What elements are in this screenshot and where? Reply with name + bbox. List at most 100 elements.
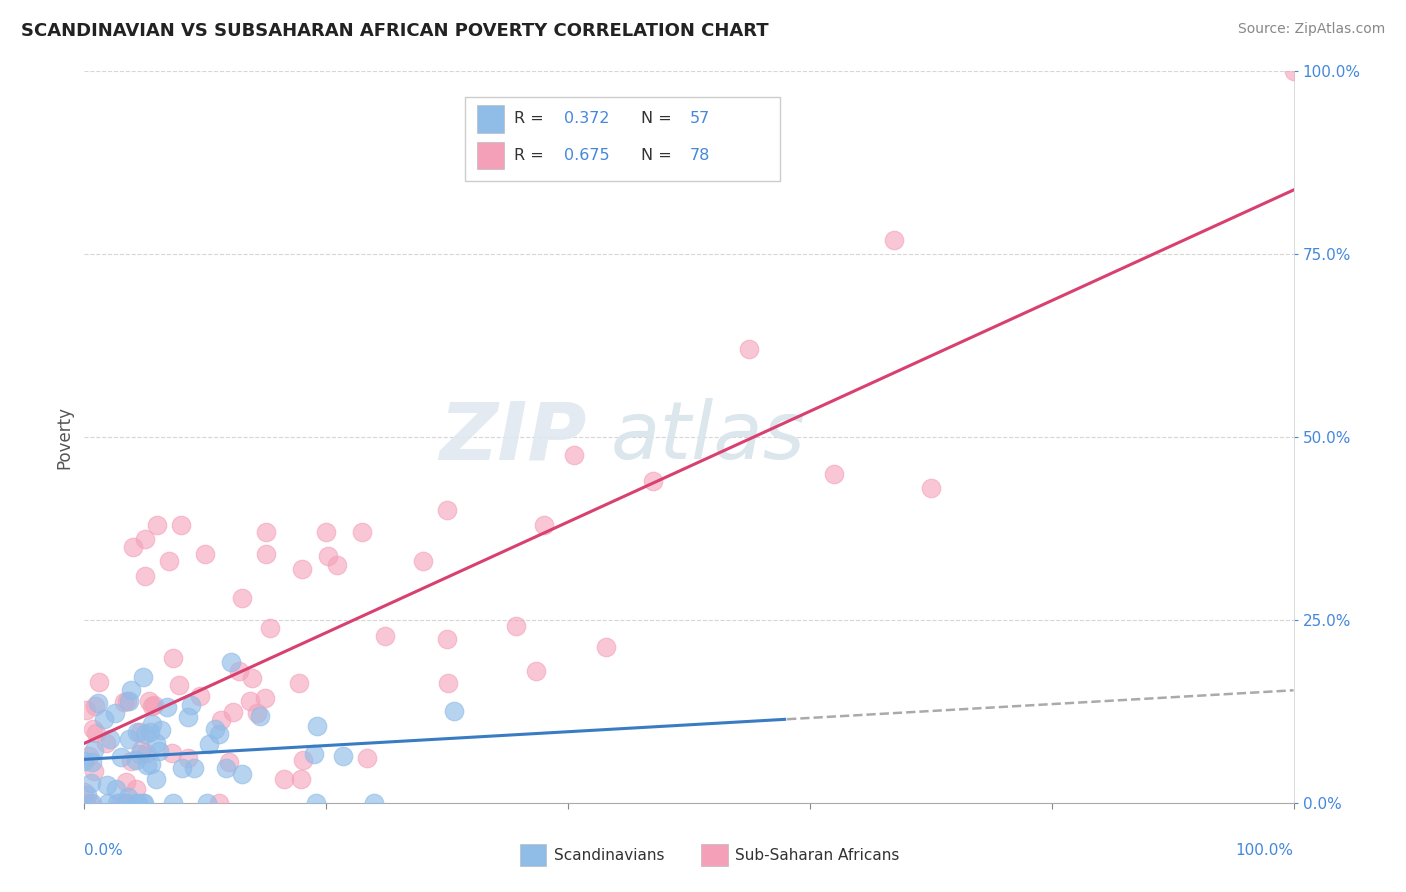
FancyBboxPatch shape: [702, 845, 728, 866]
Point: [249, 709, 271, 723]
Point: [104, 706, 127, 721]
Text: 0.372: 0.372: [564, 112, 610, 127]
Point: [80, 776, 103, 790]
Point: [595, 640, 617, 655]
Point: [141, 717, 163, 731]
Point: [125, 781, 148, 796]
Point: [120, 683, 142, 698]
Point: [108, 796, 131, 810]
Point: [121, 540, 143, 554]
Point: [129, 725, 152, 739]
Point: [242, 671, 264, 685]
Point: [73, 785, 96, 799]
Point: [231, 591, 253, 605]
Point: [356, 751, 378, 765]
Point: [73, 755, 96, 769]
Point: [135, 746, 157, 760]
Point: [231, 766, 253, 780]
Point: [443, 704, 465, 718]
Point: [436, 503, 458, 517]
Point: [177, 709, 200, 723]
Point: [374, 629, 396, 643]
Point: [738, 343, 761, 357]
Point: [228, 665, 250, 679]
Point: [118, 694, 141, 708]
Point: [112, 695, 135, 709]
Point: [150, 723, 173, 737]
Point: [94, 736, 117, 750]
Point: [76, 789, 98, 803]
Text: ZIP: ZIP: [439, 398, 586, 476]
Point: [125, 796, 148, 810]
Point: [146, 517, 169, 532]
Point: [239, 694, 262, 708]
Point: [117, 796, 139, 810]
Point: [114, 796, 136, 810]
Point: [315, 525, 337, 540]
Point: [136, 758, 159, 772]
Point: [105, 796, 128, 810]
Point: [125, 753, 148, 767]
Point: [194, 547, 217, 561]
Point: [325, 558, 347, 572]
Point: [132, 796, 155, 810]
Point: [117, 789, 139, 804]
Point: [254, 525, 277, 540]
Point: [80, 796, 103, 810]
Point: [254, 547, 277, 561]
Point: [160, 746, 183, 760]
Point: [138, 694, 160, 708]
Point: [145, 772, 167, 786]
Text: 0.0%: 0.0%: [84, 843, 124, 858]
Point: [93, 712, 115, 726]
Point: [215, 761, 238, 775]
Point: [98, 731, 121, 746]
Point: [305, 796, 328, 810]
Point: [436, 632, 458, 647]
Point: [641, 474, 664, 488]
Point: [316, 549, 339, 563]
Point: [157, 554, 180, 568]
Point: [131, 670, 153, 684]
Point: [170, 761, 193, 775]
Point: [162, 796, 184, 810]
Text: R =: R =: [513, 148, 548, 163]
Point: [141, 698, 163, 713]
Text: 100.0%: 100.0%: [1236, 843, 1294, 858]
Point: [141, 756, 163, 771]
FancyBboxPatch shape: [465, 97, 780, 181]
Text: SCANDINAVIAN VS SUBSAHARAN AFRICAN POVERTY CORRELATION CHART: SCANDINAVIAN VS SUBSAHARAN AFRICAN POVER…: [21, 22, 769, 40]
Point: [82, 722, 104, 736]
Text: Sub-Saharan Africans: Sub-Saharan Africans: [735, 848, 900, 863]
Point: [129, 743, 152, 757]
Point: [75, 703, 97, 717]
Point: [96, 778, 118, 792]
Point: [115, 796, 138, 810]
Point: [167, 677, 190, 691]
Text: N =: N =: [641, 148, 676, 163]
Point: [127, 796, 149, 810]
Point: [114, 774, 136, 789]
Point: [197, 737, 219, 751]
Point: [533, 517, 555, 532]
Point: [97, 796, 120, 810]
Text: Source: ZipAtlas.com: Source: ZipAtlas.com: [1237, 22, 1385, 37]
Point: [80, 756, 103, 770]
Point: [273, 772, 295, 787]
Point: [134, 727, 156, 741]
Point: [110, 750, 132, 764]
Point: [180, 698, 202, 713]
Point: [505, 618, 527, 632]
Text: N =: N =: [641, 112, 676, 127]
Point: [129, 747, 152, 762]
Text: 57: 57: [690, 112, 710, 127]
Point: [222, 706, 245, 720]
Point: [148, 744, 170, 758]
Point: [290, 772, 312, 786]
Point: [412, 554, 434, 568]
Point: [145, 736, 167, 750]
Point: [134, 533, 156, 547]
Point: [138, 725, 160, 739]
Point: [195, 796, 218, 810]
Point: [176, 751, 198, 765]
